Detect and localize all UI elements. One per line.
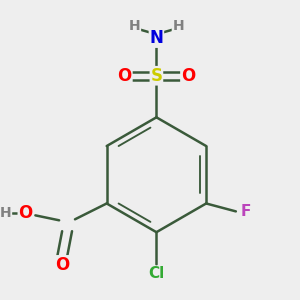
Text: F: F <box>241 204 251 219</box>
Text: H: H <box>129 19 140 33</box>
Text: S: S <box>150 67 162 85</box>
Text: N: N <box>149 29 164 47</box>
Text: H: H <box>172 19 184 33</box>
Text: H: H <box>0 206 11 220</box>
Text: O: O <box>118 67 132 85</box>
Text: O: O <box>18 204 33 222</box>
Text: O: O <box>181 67 195 85</box>
Text: O: O <box>55 256 69 274</box>
Text: Cl: Cl <box>148 266 164 281</box>
